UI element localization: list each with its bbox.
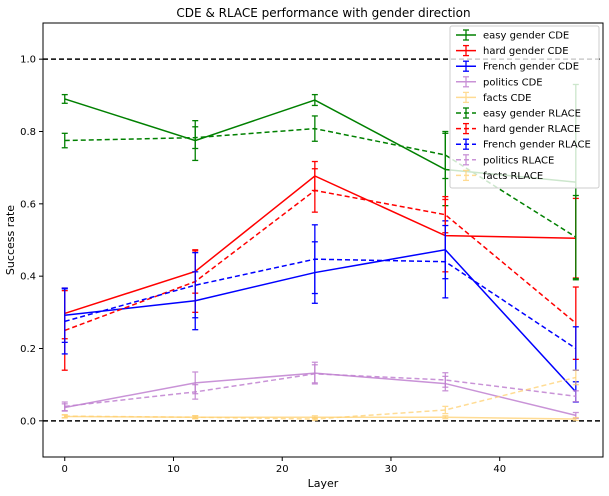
error-bar-0-0: [61, 93, 68, 104]
error-bar-5-2: [311, 115, 318, 142]
series-line-3: [64, 372, 576, 417]
legend: easy gender CDE hard gender CDE French gen…: [449, 25, 600, 189]
legend-swatch-3: [456, 76, 476, 88]
error-bar-5-3: [442, 130, 449, 180]
legend-box: [449, 25, 600, 189]
error-bar-8-1: [192, 384, 199, 400]
error-bar-9-0: [61, 414, 68, 419]
series-line-2: [64, 248, 577, 393]
x-tick-label-3: 30: [385, 464, 398, 475]
error-bar-9-1: [192, 415, 199, 420]
series-line-8: [64, 373, 576, 408]
error-bar-0-2: [311, 93, 318, 107]
error-bar-7-4: [572, 326, 579, 371]
axes-frame: [42, 22, 604, 458]
error-bar-7-2: [311, 224, 318, 295]
error-bar-8-0: [61, 401, 68, 412]
legend-swatch-8: [456, 154, 476, 166]
legend-swatch-6: [456, 122, 476, 135]
error-bar-8-4: [572, 390, 579, 403]
error-bar-7-3: [442, 224, 449, 299]
legend-label-6: hard gender RLACE: [483, 124, 580, 135]
legend-swatch-1: [456, 44, 476, 57]
series-line-1: [64, 175, 576, 315]
y-tick-label-3: 0.6: [20, 199, 36, 210]
error-bar-6-2: [311, 168, 318, 213]
x-tick-label-2: 20: [276, 464, 289, 475]
y-axis-label: Success rate: [4, 205, 17, 275]
y-tick-label-5: 1.0: [20, 55, 36, 66]
error-bar-7-0: [61, 288, 68, 355]
legend-label-9: facts RLACE: [483, 171, 543, 182]
error-bar-8-3: [442, 372, 449, 388]
legend-label-2: French gender CDE: [483, 62, 579, 73]
y-tick-label-0: 0.0: [20, 416, 36, 427]
legend-swatch-5: [456, 107, 476, 119]
legend-label-3: politics CDE: [483, 77, 543, 88]
error-bar-5-4: [572, 194, 579, 280]
x-tick-label-4: 40: [493, 464, 506, 475]
error-bar-9-2: [311, 416, 318, 422]
error-bar-5-0: [61, 132, 68, 149]
error-bar-5-1: [192, 126, 199, 150]
chart-title: CDE & RLACE performance with gender dire…: [176, 6, 470, 20]
series-line-7: [64, 258, 577, 350]
legend-label-0: easy gender CDE: [483, 31, 569, 42]
legend-label-7: French gender RLACE: [483, 140, 591, 151]
legend-label-8: politics RLACE: [483, 155, 554, 166]
x-tick-label-1: 10: [167, 464, 180, 475]
error-bar-4-4: [572, 416, 579, 422]
error-bar-4-3: [442, 415, 449, 420]
legend-swatch-2: [456, 60, 476, 72]
error-bar-7-1: [192, 252, 199, 319]
legend-label-1: hard gender CDE: [483, 46, 569, 57]
y-tick-label-4: 0.8: [20, 127, 36, 138]
x-tick-label-0: 0: [62, 464, 68, 475]
legend-swatch-0: [456, 29, 476, 41]
x-axis-label: Layer: [308, 477, 339, 490]
legend-swatch-9: [456, 169, 476, 182]
error-bar-9-3: [442, 405, 449, 415]
legend-label-5: easy gender RLACE: [483, 109, 581, 120]
legend-label-4: facts CDE: [483, 93, 531, 104]
legend-swatch-7: [456, 138, 476, 150]
y-tick-label-1: 0.2: [20, 344, 36, 355]
plot-area: [43, 58, 603, 422]
legend-swatch-4: [456, 91, 476, 104]
error-bar-9-4: [572, 369, 579, 386]
y-tick-label-2: 0.4: [20, 272, 36, 283]
series-line-9: [64, 376, 576, 420]
error-bar-8-2: [311, 364, 318, 384]
